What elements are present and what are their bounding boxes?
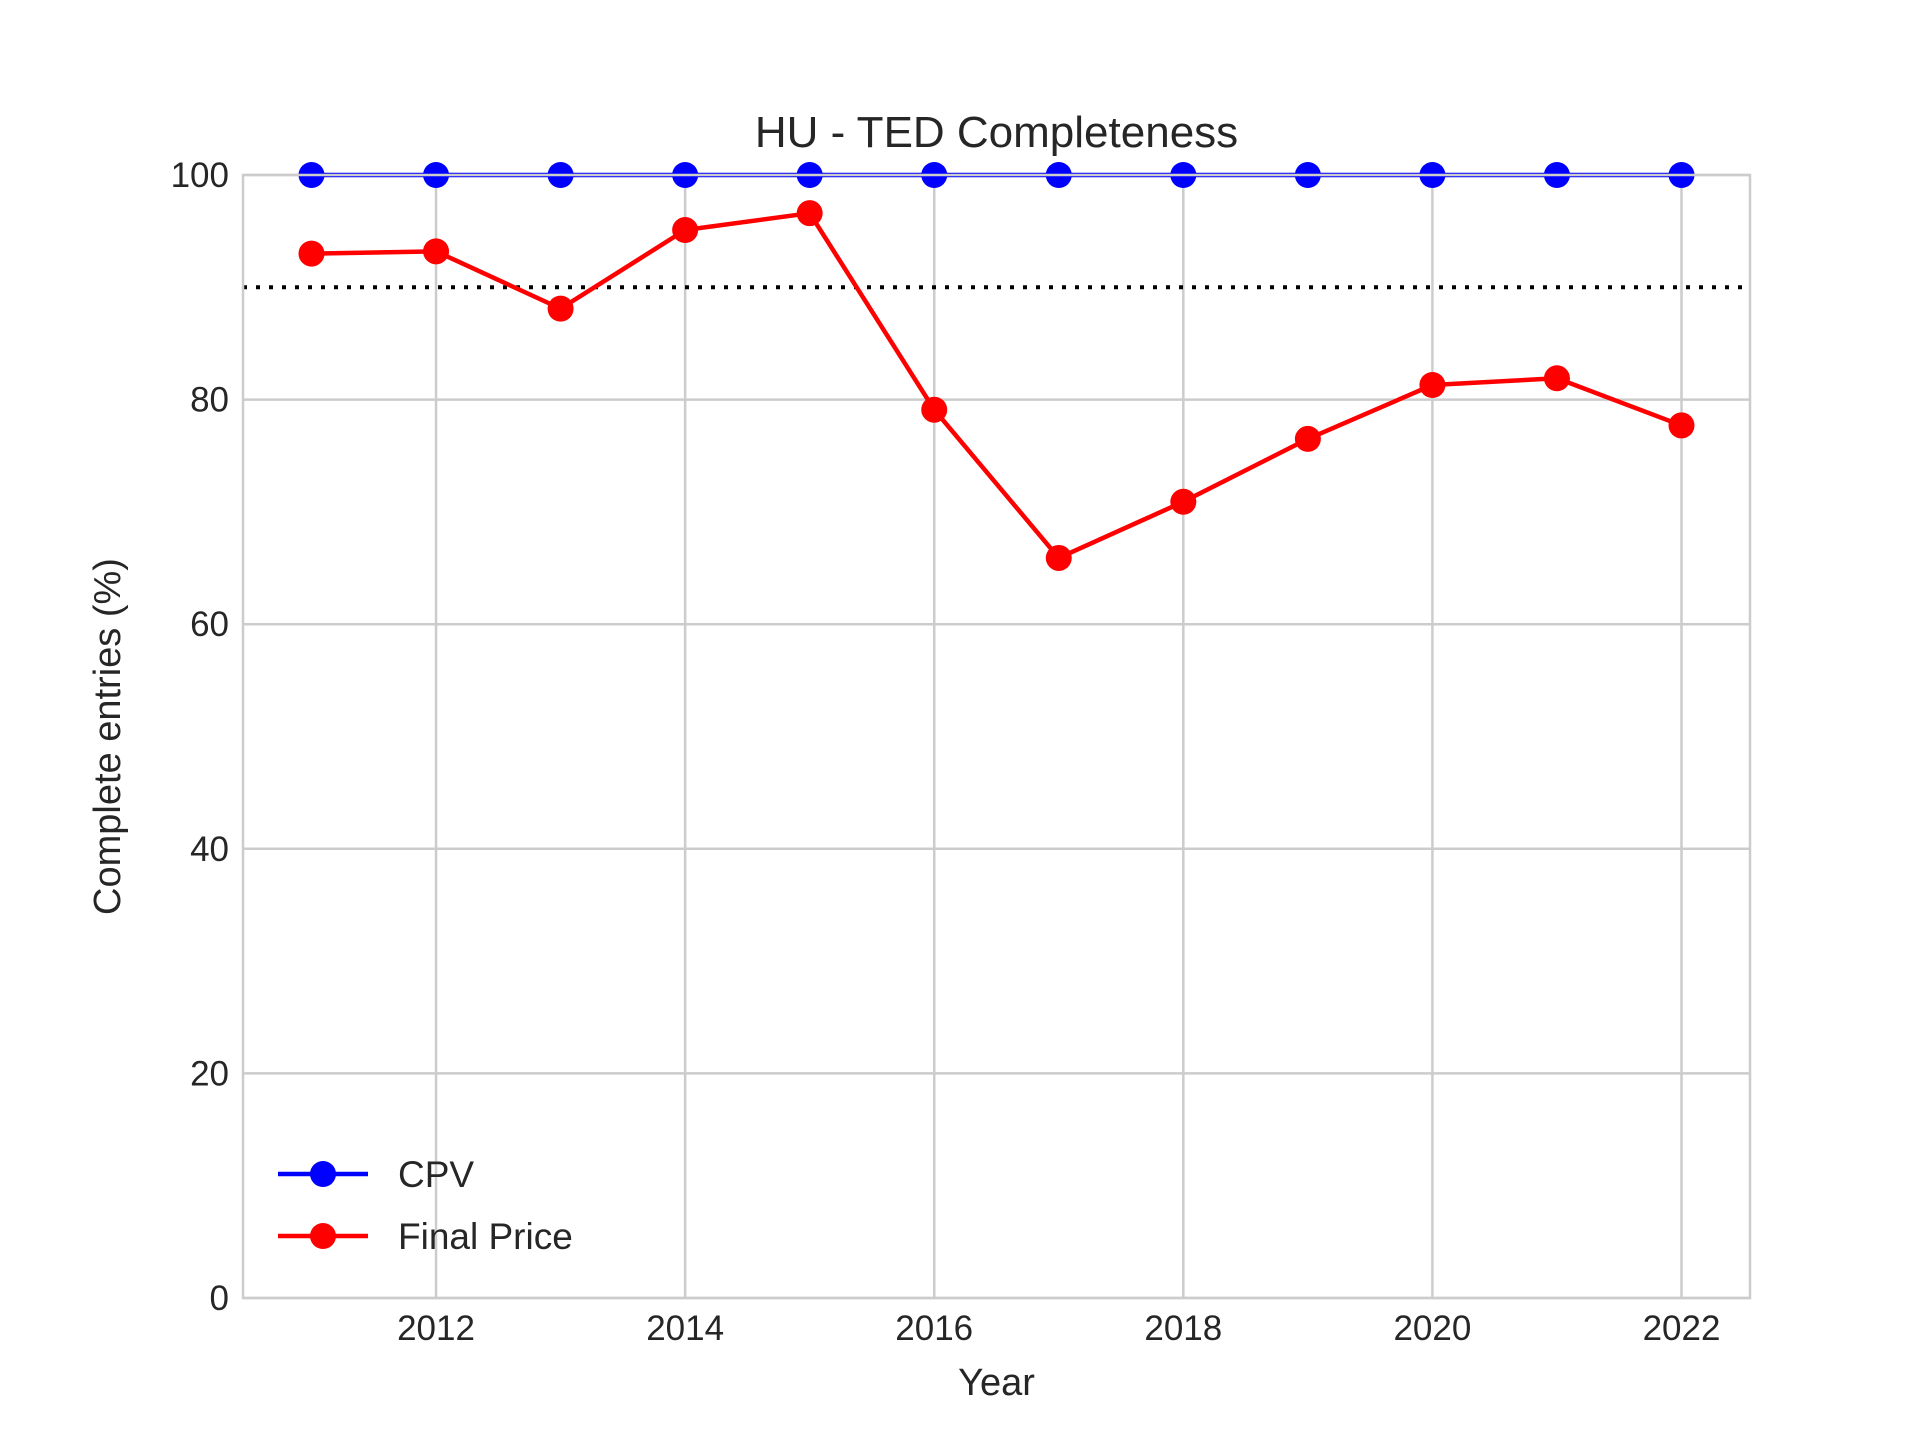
x-tick-label: 2012 (397, 1309, 475, 1348)
data-point (796, 200, 823, 227)
legend-swatch-marker (310, 1223, 336, 1249)
x-tick-label: 2022 (1643, 1309, 1721, 1348)
x-tick-label: 2018 (1144, 1309, 1222, 1348)
series-line (311, 210, 1683, 561)
series-final-price (298, 200, 1695, 571)
legend-label: Final Price (398, 1216, 573, 1257)
data-point (921, 396, 948, 423)
legend: CPV Final Price (278, 1154, 573, 1257)
data-point (1294, 425, 1321, 452)
legend-swatch-marker (310, 1161, 336, 1187)
y-tick-label: 60 (190, 605, 229, 644)
x-tick-label: 2016 (895, 1309, 973, 1348)
y-tick-label: 100 (171, 156, 229, 195)
data-point (672, 217, 699, 244)
x-tick-label: 2020 (1393, 1309, 1471, 1348)
chart-title: HU - TED Completeness (755, 108, 1238, 157)
legend-item: Final Price (278, 1216, 573, 1257)
data-point (298, 240, 325, 267)
data-point (1543, 365, 1570, 392)
y-tick-label: 20 (190, 1054, 229, 1093)
data-point (1668, 412, 1695, 439)
data-point (1419, 372, 1446, 399)
x-axis-label: Year (958, 1362, 1035, 1404)
y-tick-label: 0 (210, 1279, 229, 1318)
legend-label: CPV (398, 1154, 474, 1195)
y-tick-label: 40 (190, 830, 229, 869)
data-point (547, 295, 574, 322)
data-point (423, 238, 450, 265)
data-point (1045, 544, 1072, 571)
y-axis-label: Complete entries (%) (87, 558, 129, 915)
x-tick-label: 2014 (646, 1309, 724, 1348)
plot-frame (241, 173, 1752, 1300)
data-point (1170, 488, 1197, 515)
legend-item: CPV (278, 1154, 474, 1195)
y-tick-label: 80 (190, 381, 229, 420)
tick-labels: 2012 2014 2016 2018 2020 2022 0 20 40 60 80 100 (171, 156, 1721, 1348)
